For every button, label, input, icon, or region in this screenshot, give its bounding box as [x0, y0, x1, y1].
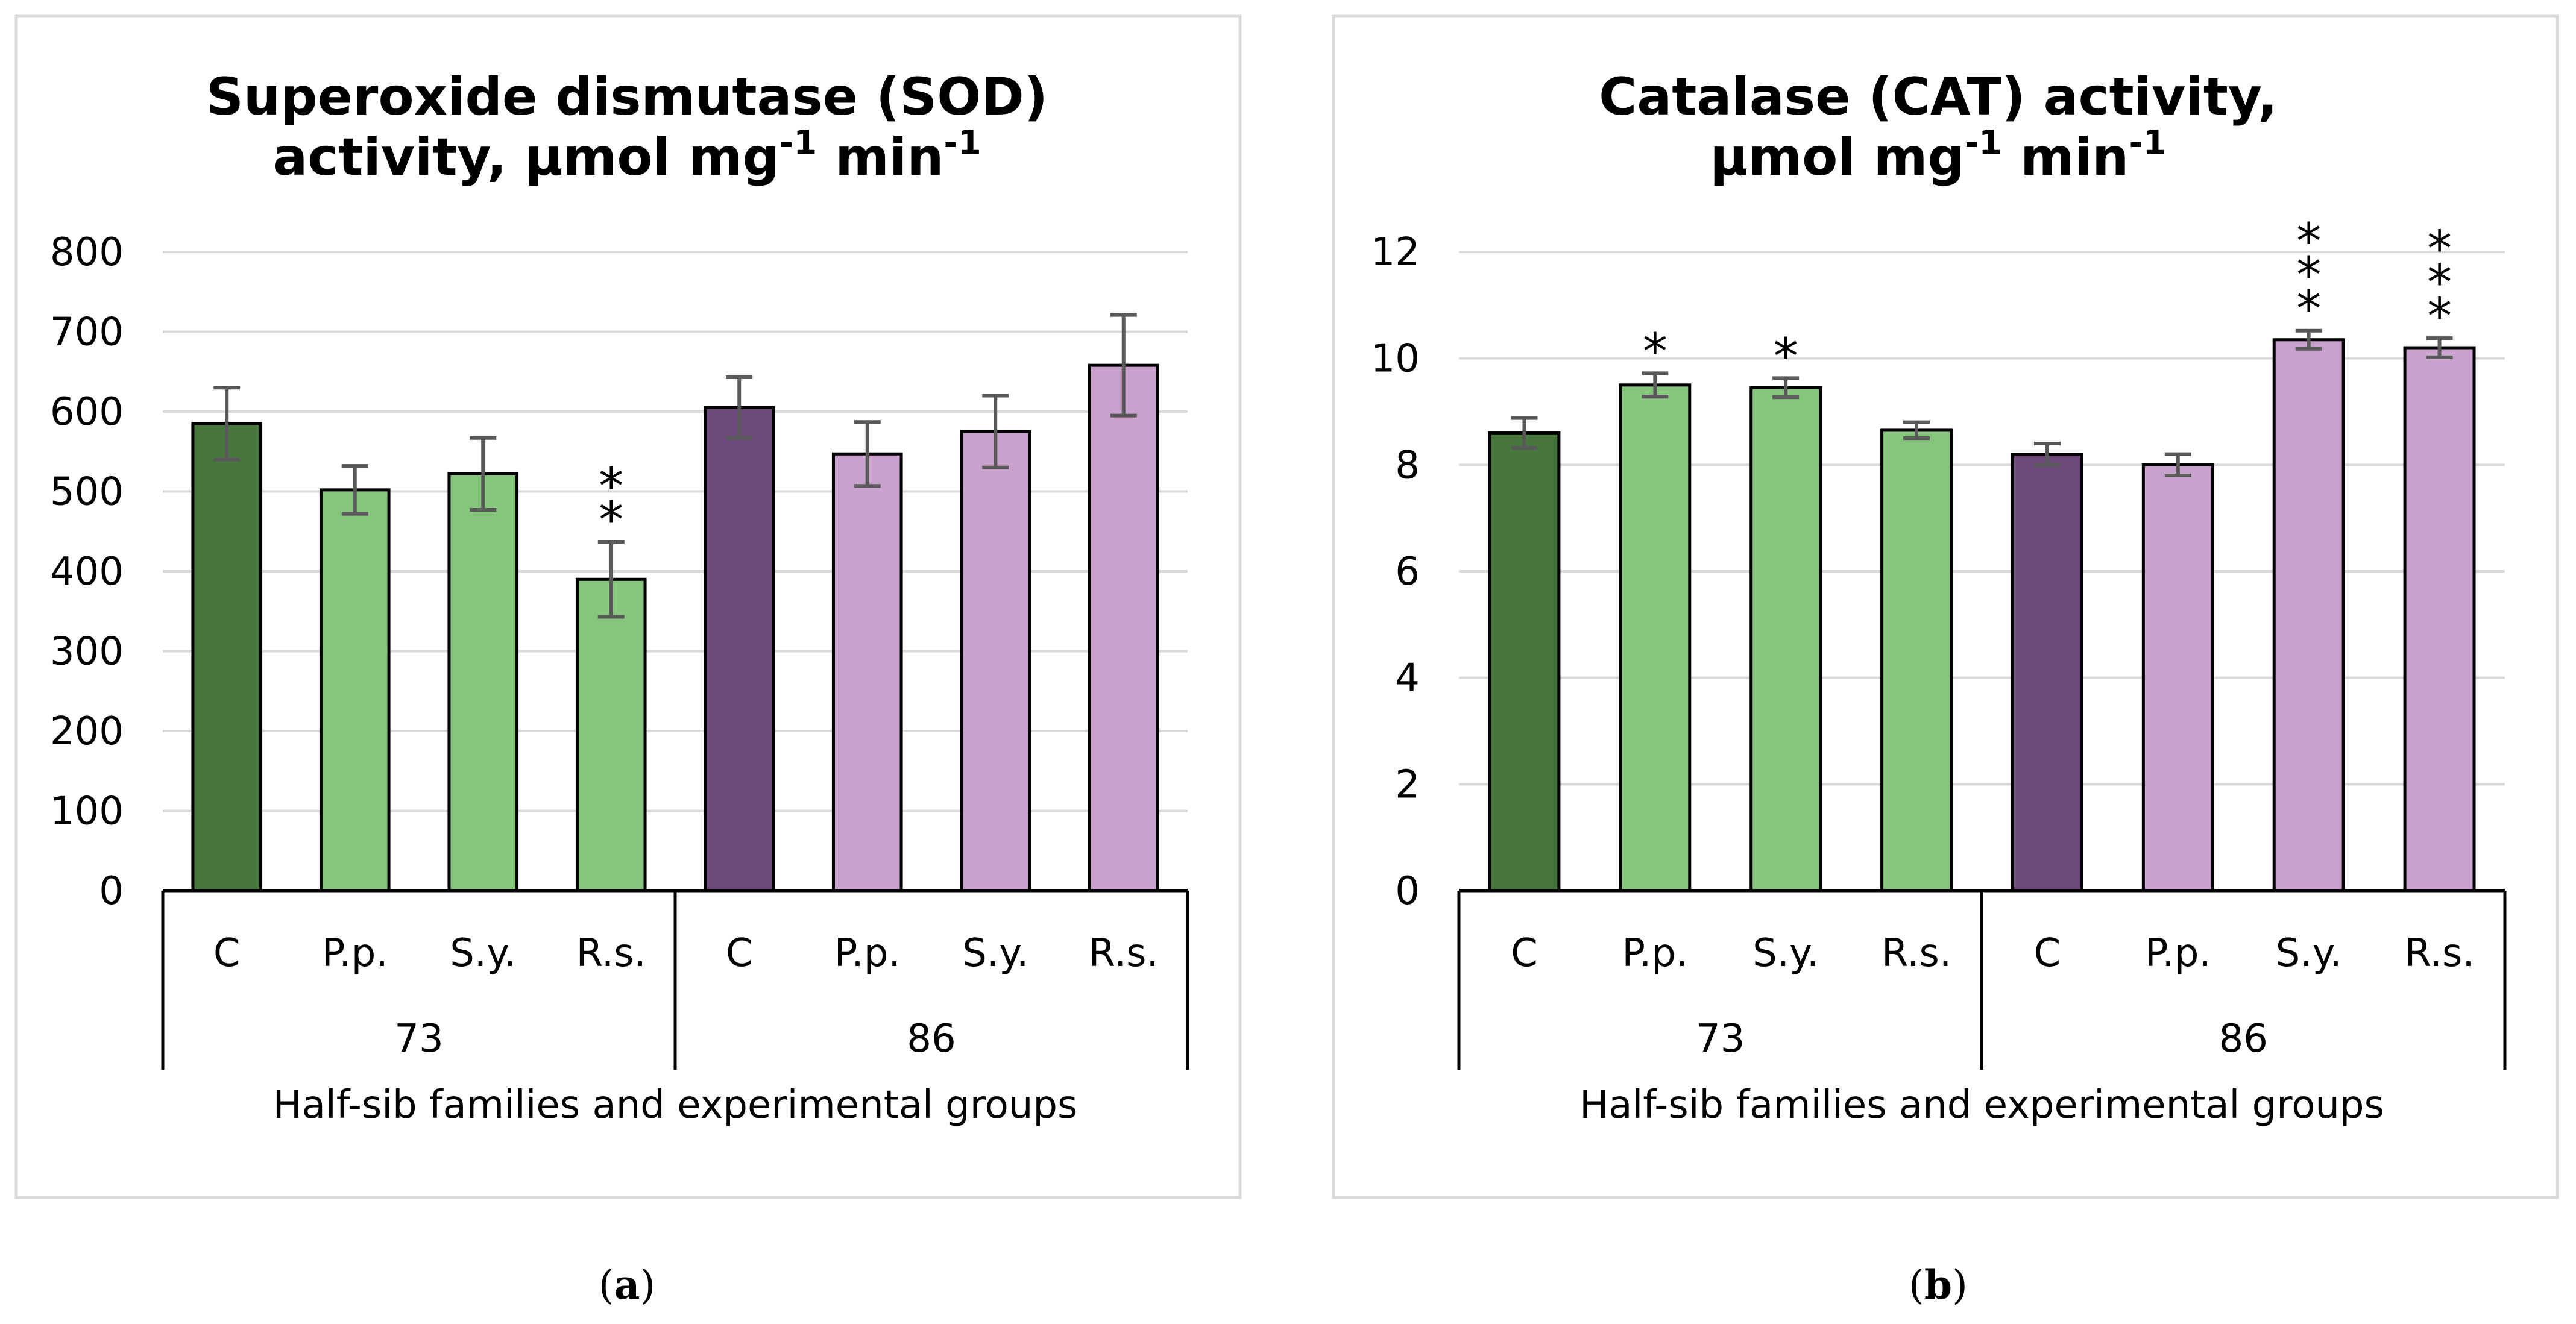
x-axis-title: Half-sib families and experimental group…: [1579, 1083, 2384, 1128]
panel-label-letter: b: [1924, 1261, 1952, 1308]
y-tick-label: 0: [1395, 869, 1420, 914]
panel-label: (a): [599, 1261, 655, 1308]
x-category-label: S.y.: [1752, 931, 1819, 976]
y-tick-label: 800: [50, 230, 124, 275]
asterisk: *: [2427, 221, 2452, 278]
x-category-label: R.s.: [576, 931, 646, 976]
asterisk: *: [599, 458, 623, 515]
asterisk: *: [2296, 281, 2321, 338]
chart-a: Superoxide dismutase (SOD)activity, µmol…: [14, 14, 1242, 1199]
x-group-label: 86: [2219, 1017, 2268, 1061]
title-unit-text: µmol mg: [1710, 127, 1965, 187]
y-tick-label: 12: [1371, 230, 1420, 275]
bar: [447, 472, 519, 893]
y-tick-label: 10: [1371, 337, 1420, 381]
asterisk: *: [2427, 254, 2452, 312]
bar: [1619, 383, 1692, 893]
chart-title-line2: µmol mg-1 min-1: [1710, 124, 2166, 187]
x-category-label: C: [1511, 931, 1538, 976]
x-category-label: P.p.: [1622, 931, 1688, 976]
x-category-label: R.s.: [2404, 931, 2474, 976]
asterisk: *: [2427, 288, 2452, 345]
x-category-label: P.p.: [834, 931, 901, 976]
panel-label-open: (: [1909, 1262, 1924, 1308]
y-tick-label: 0: [99, 869, 124, 914]
y-tick-label: 8: [1395, 443, 1420, 488]
y-tick-label: 4: [1395, 656, 1420, 701]
y-tick-label: 200: [50, 709, 124, 754]
bar: [1880, 428, 1953, 893]
x-category-label: S.y.: [450, 931, 516, 976]
y-tick-label: 100: [50, 789, 124, 834]
y-tick-label: 400: [50, 550, 124, 594]
bar: [2011, 453, 2083, 893]
asterisk: *: [599, 492, 623, 549]
asterisk: *: [2296, 213, 2321, 271]
bar: [1488, 431, 1561, 893]
bar: [2272, 338, 2345, 893]
bar: [2141, 463, 2214, 893]
x-category-label: S.y.: [962, 931, 1028, 976]
x-category-label: S.y.: [2276, 931, 2342, 976]
bar: [319, 488, 391, 893]
panel-label-open: (: [599, 1262, 614, 1308]
significance-label: *: [1774, 328, 1798, 385]
asterisk: *: [1643, 323, 1667, 380]
x-group-label: 73: [394, 1017, 443, 1061]
bar: [575, 577, 647, 893]
significance-label: *: [1643, 323, 1667, 380]
title-superscript: -1: [1965, 124, 2002, 163]
bar: [2403, 346, 2476, 893]
title-superscript: -1: [2129, 124, 2166, 163]
significance-label: * * *: [2296, 213, 2321, 338]
title-superscript: -1: [944, 124, 981, 163]
x-category-label: P.p.: [322, 931, 388, 976]
y-tick-label: 700: [50, 310, 124, 355]
chart-title-line1: Superoxide dismutase (SOD): [206, 67, 1048, 127]
panel-label-letter: a: [614, 1261, 640, 1308]
x-category-label: R.s.: [1882, 931, 1951, 976]
x-category-label: C: [2034, 931, 2061, 976]
x-group-label: 86: [907, 1017, 956, 1061]
significance-label: * * *: [2427, 221, 2452, 345]
bar: [704, 406, 775, 893]
x-group-label: 73: [1696, 1017, 1745, 1061]
chart-title-line2: activity, µmol mg-1 min-1: [272, 124, 981, 187]
y-tick-label: 300: [50, 630, 124, 674]
y-tick-label: 2: [1395, 762, 1420, 807]
bar: [1088, 363, 1159, 893]
title-unit-text: min: [817, 127, 943, 187]
panel-label: (b): [1909, 1261, 1968, 1308]
title-unit-text: min: [2002, 127, 2129, 187]
chart-b: Catalase (CAT) activity,µmol mg-1 min-10…: [1332, 14, 2559, 1199]
bar: [831, 452, 903, 893]
chart-title-line1: Catalase (CAT) activity,: [1599, 67, 2278, 127]
asterisk: *: [1774, 328, 1798, 385]
bar: [191, 422, 263, 893]
panel-label-close: ): [640, 1262, 655, 1308]
x-category-label: C: [213, 931, 241, 976]
y-tick-label: 600: [50, 390, 124, 435]
x-category-label: R.s.: [1089, 931, 1159, 976]
title-superscript: -1: [779, 124, 817, 163]
x-category-label: P.p.: [2145, 931, 2211, 976]
x-axis-title: Half-sib families and experimental group…: [273, 1083, 1078, 1128]
significance-label: * *: [599, 458, 623, 549]
panel-label-close: ): [1952, 1262, 1968, 1308]
bar: [960, 430, 1031, 893]
x-category-label: C: [726, 931, 753, 976]
title-unit-text: activity, µmol mg: [272, 127, 779, 187]
asterisk: *: [2296, 247, 2321, 304]
y-tick-label: 6: [1395, 550, 1420, 594]
y-tick-label: 500: [50, 470, 124, 515]
bar: [1749, 386, 1822, 893]
